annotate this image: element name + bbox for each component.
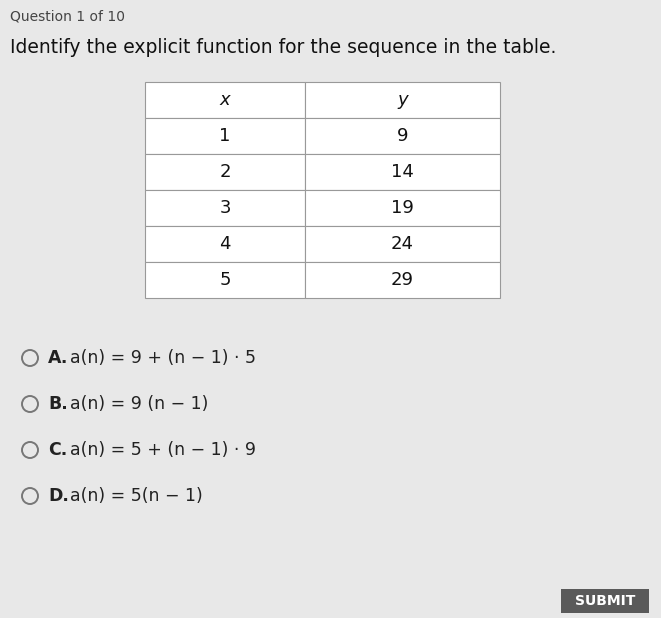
Text: 3: 3: [219, 199, 231, 217]
Text: 1: 1: [219, 127, 231, 145]
Bar: [305, 262, 500, 298]
Bar: [145, 154, 305, 190]
Bar: [561, 589, 649, 613]
Text: 14: 14: [391, 163, 414, 181]
Text: B.: B.: [48, 395, 67, 413]
Text: y: y: [397, 91, 408, 109]
Circle shape: [22, 350, 38, 366]
Bar: [305, 190, 500, 226]
Bar: [145, 82, 305, 118]
Text: SUBMIT: SUBMIT: [575, 594, 635, 608]
Text: Question 1 of 10: Question 1 of 10: [10, 10, 125, 24]
Bar: [145, 262, 305, 298]
Circle shape: [22, 488, 38, 504]
Text: 5: 5: [219, 271, 231, 289]
Text: 2: 2: [219, 163, 231, 181]
Bar: [145, 226, 305, 262]
Text: 19: 19: [391, 199, 414, 217]
Bar: [305, 82, 500, 118]
Text: a(n) = 9 + (n − 1) · 5: a(n) = 9 + (n − 1) · 5: [70, 349, 256, 367]
Bar: [145, 190, 305, 226]
Text: Identify the explicit function for the sequence in the table.: Identify the explicit function for the s…: [10, 38, 557, 57]
Text: 24: 24: [391, 235, 414, 253]
Text: C.: C.: [48, 441, 67, 459]
Text: 9: 9: [397, 127, 408, 145]
Text: a(n) = 9 (n − 1): a(n) = 9 (n − 1): [70, 395, 208, 413]
Text: A.: A.: [48, 349, 68, 367]
Circle shape: [22, 442, 38, 458]
Text: 4: 4: [219, 235, 231, 253]
Text: a(n) = 5 + (n − 1) · 9: a(n) = 5 + (n − 1) · 9: [70, 441, 256, 459]
Circle shape: [22, 396, 38, 412]
Text: 29: 29: [391, 271, 414, 289]
Bar: [305, 226, 500, 262]
Text: D.: D.: [48, 487, 69, 505]
Bar: [305, 154, 500, 190]
Bar: [145, 118, 305, 154]
Text: a(n) = 5(n − 1): a(n) = 5(n − 1): [70, 487, 203, 505]
Bar: [305, 118, 500, 154]
Text: x: x: [219, 91, 230, 109]
